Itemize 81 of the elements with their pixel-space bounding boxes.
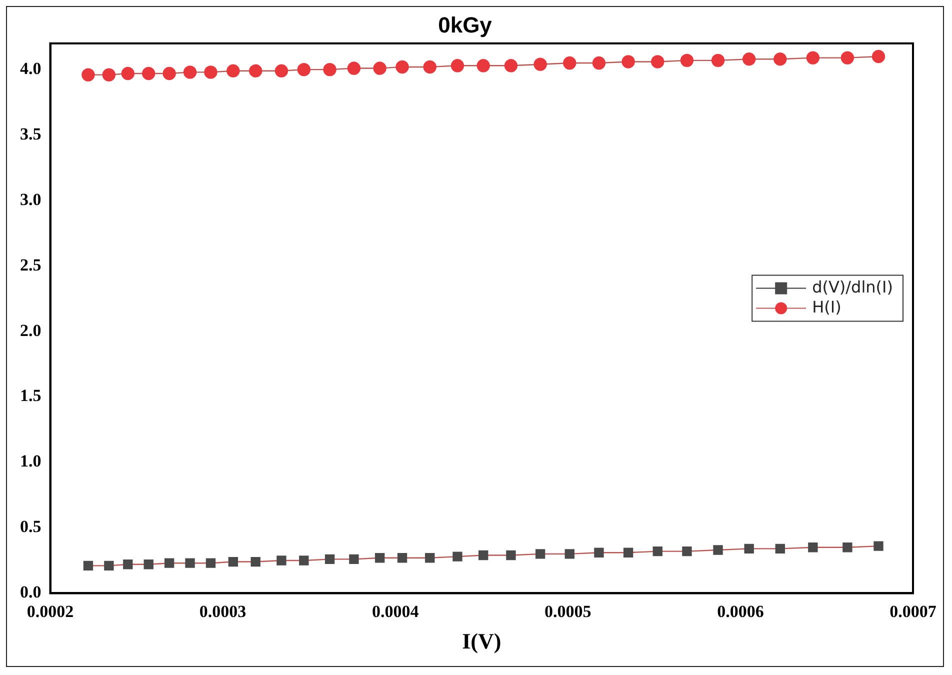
point <box>104 560 114 571</box>
point <box>347 62 361 75</box>
point <box>840 51 854 64</box>
chart-title: 0kGy <box>438 12 493 38</box>
point <box>425 553 435 563</box>
y-tick-label: 4.0 <box>20 58 42 78</box>
point <box>563 56 576 70</box>
point <box>162 66 176 80</box>
point <box>250 556 260 567</box>
point <box>397 553 408 563</box>
point <box>450 59 464 72</box>
point <box>299 556 309 566</box>
legend-label: d(V)/dln(I) <box>812 277 893 296</box>
point <box>476 59 490 72</box>
point <box>121 66 134 80</box>
point <box>652 546 662 556</box>
point <box>185 558 195 568</box>
point <box>204 66 218 79</box>
point <box>872 50 886 64</box>
y-tick-label: 3.5 <box>20 124 42 144</box>
point <box>504 59 518 72</box>
x-tick-label: 0.0005 <box>544 602 592 621</box>
point <box>808 542 818 552</box>
x-tick-label: 0.0003 <box>199 602 246 621</box>
point <box>775 544 785 554</box>
y-tick-label: 0.5 <box>20 517 42 536</box>
point <box>374 553 385 563</box>
point <box>713 545 723 555</box>
y-tick-label: 1.0 <box>20 452 42 471</box>
point <box>183 66 197 79</box>
point <box>206 558 216 568</box>
point <box>564 549 574 559</box>
point <box>744 544 754 554</box>
y-tick-label: 3.0 <box>20 190 42 209</box>
point <box>324 554 335 564</box>
point <box>452 552 462 562</box>
point <box>842 542 852 552</box>
point <box>276 556 286 566</box>
point <box>806 51 820 64</box>
point <box>774 52 787 66</box>
point <box>874 541 884 551</box>
point <box>123 560 133 570</box>
point <box>248 64 262 78</box>
point <box>323 62 336 76</box>
point <box>742 52 756 66</box>
point <box>274 64 288 78</box>
point <box>82 68 95 82</box>
point <box>142 66 156 80</box>
point <box>592 56 606 70</box>
point <box>297 62 310 76</box>
point <box>682 546 692 556</box>
x-tick-label: 0.0004 <box>372 602 420 621</box>
point <box>623 548 634 558</box>
x-axis-title: I(V) <box>462 628 502 654</box>
point <box>83 560 94 571</box>
point <box>373 62 386 75</box>
y-tick-label: 2.5 <box>20 255 42 274</box>
point <box>534 58 547 71</box>
point <box>228 556 238 567</box>
point <box>594 548 604 558</box>
point <box>144 560 154 570</box>
point <box>711 54 725 68</box>
point <box>535 549 546 559</box>
point <box>349 554 359 564</box>
y-tick-label: 0.0 <box>20 582 42 602</box>
point <box>651 55 664 68</box>
point <box>478 550 488 560</box>
point <box>102 68 116 82</box>
point <box>396 60 409 74</box>
x-tick-label: 0.0002 <box>26 602 74 621</box>
x-tick-label: 0.0006 <box>717 602 764 621</box>
point <box>226 64 240 78</box>
point <box>164 558 174 568</box>
point <box>423 60 436 74</box>
x-tick-label: 0.0007 <box>890 602 937 621</box>
point <box>506 550 516 560</box>
y-tick-label: 2.0 <box>20 320 42 340</box>
point <box>622 55 635 68</box>
point <box>680 54 694 68</box>
y-tick-label: 1.5 <box>20 386 42 406</box>
legend-label: H(I) <box>812 297 842 316</box>
